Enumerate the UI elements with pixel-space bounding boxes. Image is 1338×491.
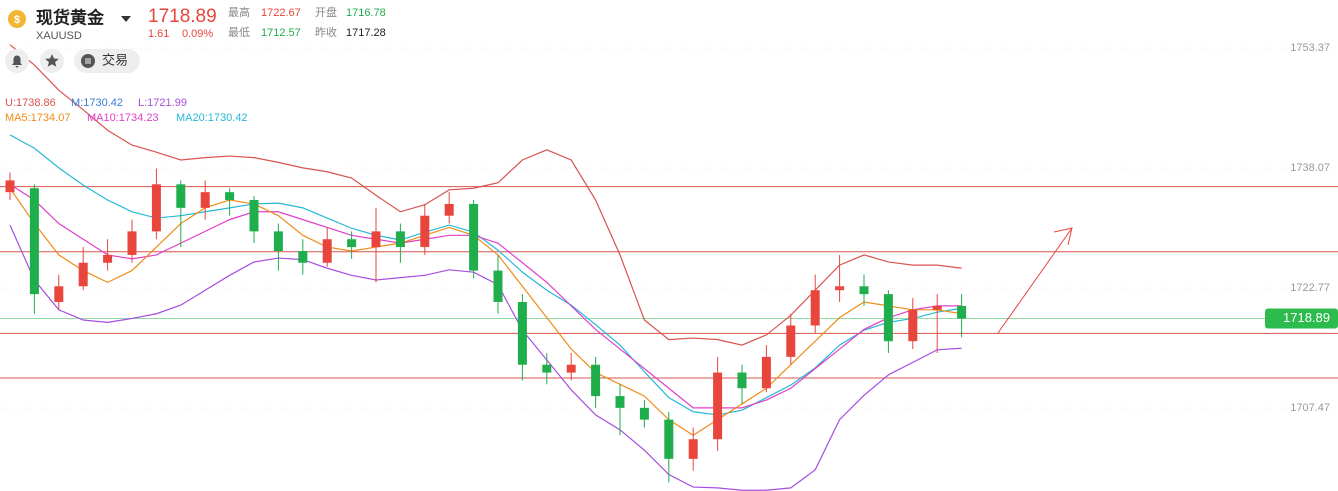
candle-body bbox=[54, 286, 64, 302]
stat-value: 1712.57 bbox=[261, 27, 301, 39]
symbol: XAUUSD bbox=[36, 30, 82, 42]
star-icon bbox=[45, 54, 59, 67]
candle-body bbox=[371, 231, 381, 248]
stat-label: 最高 bbox=[228, 5, 250, 19]
candle-body bbox=[493, 270, 503, 302]
candle-body bbox=[883, 294, 893, 342]
y-tick-label: 1707.47 bbox=[1290, 402, 1330, 414]
indicator-label: L:1721.99 bbox=[138, 97, 187, 109]
candle-body bbox=[444, 203, 454, 216]
indicator-label: MA20:1730.42 bbox=[176, 112, 248, 124]
trade-icon-lines bbox=[85, 58, 91, 64]
last-price-label: 1718.89 bbox=[1283, 310, 1330, 325]
candle-body bbox=[664, 419, 674, 459]
arrow-head bbox=[1053, 227, 1073, 246]
candle-body bbox=[639, 407, 649, 420]
candle-body bbox=[29, 188, 39, 295]
candle-body bbox=[151, 184, 161, 232]
coin-icon bbox=[8, 10, 26, 28]
dropdown-caret[interactable] bbox=[121, 16, 131, 22]
indicator-line bbox=[9, 134, 962, 416]
candle-body bbox=[249, 200, 259, 232]
y-tick-label: 1753.37 bbox=[1290, 42, 1330, 54]
indicator-label: MA10:1734.23 bbox=[87, 112, 159, 124]
indicator-label: U:1738.86 bbox=[5, 97, 56, 109]
change-pct: 0.09% bbox=[182, 28, 213, 40]
stat-label: 开盘 bbox=[315, 5, 337, 19]
candle-body bbox=[737, 372, 747, 389]
candle-body bbox=[810, 290, 820, 326]
instrument-name[interactable]: 现货黄金 bbox=[36, 7, 105, 27]
candle-body bbox=[932, 305, 942, 310]
candle-body bbox=[347, 239, 357, 248]
indicator-label: M:1730.42 bbox=[71, 97, 123, 109]
change: 1.61 bbox=[148, 28, 169, 40]
trade-label[interactable]: 交易 bbox=[102, 52, 128, 67]
candle-body bbox=[103, 254, 113, 263]
candle-body bbox=[176, 184, 186, 208]
indicator-line bbox=[9, 224, 962, 491]
candle-body bbox=[200, 192, 210, 208]
candle-body bbox=[713, 372, 723, 440]
plot: 1753.37 1738.07 1722.77 1707.47 bbox=[0, 42, 1338, 491]
indicator-line bbox=[9, 44, 962, 346]
indicator-line bbox=[9, 183, 962, 409]
candle-body bbox=[395, 231, 405, 248]
candle-body bbox=[859, 286, 869, 295]
bell-icon bbox=[12, 55, 22, 68]
candle-body bbox=[420, 215, 430, 248]
trend-arrow bbox=[997, 227, 1073, 334]
candle-body bbox=[688, 439, 698, 459]
candle-body bbox=[566, 364, 576, 373]
candle-body bbox=[322, 239, 332, 263]
candle-body bbox=[298, 250, 308, 263]
candle-body bbox=[786, 325, 796, 357]
candle-body bbox=[908, 309, 918, 342]
last-price-tag bbox=[1265, 308, 1338, 329]
candle-body bbox=[957, 305, 967, 319]
coin-symbol: $ bbox=[14, 14, 20, 26]
price: 1718.89 bbox=[148, 6, 217, 27]
y-tick-label: 1722.77 bbox=[1290, 282, 1330, 294]
indicator-label: MA5:1734.07 bbox=[5, 112, 70, 124]
candle-body bbox=[78, 262, 88, 287]
stat-value: 1717.28 bbox=[346, 27, 386, 39]
candle-body bbox=[5, 180, 15, 193]
candle-body bbox=[615, 396, 625, 408]
candle-body bbox=[591, 364, 601, 397]
candle-body bbox=[127, 231, 137, 255]
candle-body bbox=[761, 356, 771, 389]
y-tick-label: 1738.07 bbox=[1290, 162, 1330, 174]
stat-label: 最低 bbox=[228, 26, 250, 39]
candle-body bbox=[517, 301, 527, 365]
candle-body bbox=[273, 231, 283, 251]
indicator-line bbox=[9, 187, 962, 437]
candle-body bbox=[542, 364, 552, 373]
stat-value: 1722.67 bbox=[261, 7, 301, 19]
stat-label: 昨收 bbox=[315, 25, 337, 39]
stat-value: 1716.78 bbox=[346, 7, 386, 19]
candle-body bbox=[835, 286, 845, 291]
candle-body bbox=[469, 203, 479, 271]
candle-body bbox=[225, 192, 235, 201]
